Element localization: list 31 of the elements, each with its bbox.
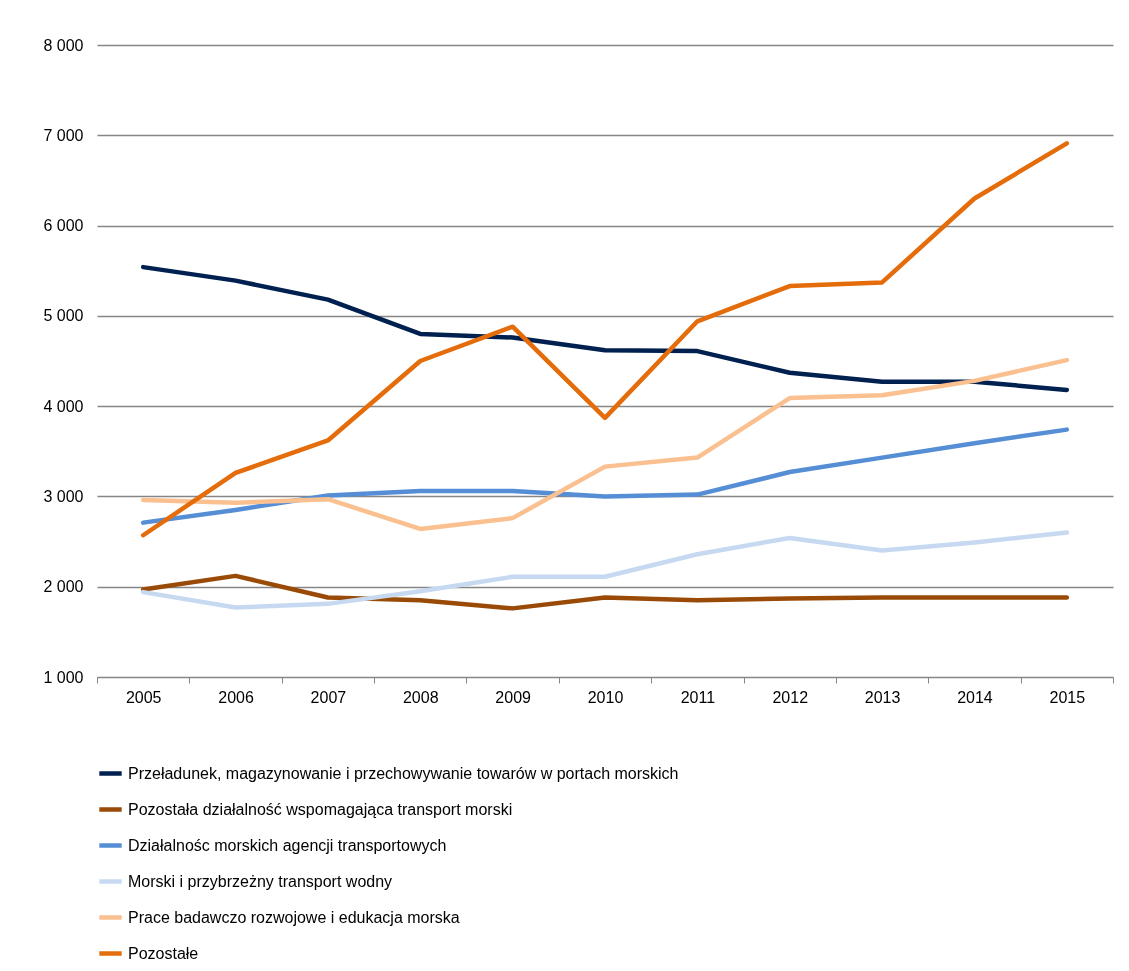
x-tick-label: 2006: [218, 688, 254, 706]
line-series: [140, 573, 1070, 611]
x-tick-label: 2007: [310, 688, 347, 706]
x-tick-label: 2012: [772, 688, 809, 706]
x-tick-label: 2008: [402, 688, 439, 706]
x-tick-label: 2009: [495, 688, 532, 706]
y-tick-label: 7 000: [43, 126, 84, 144]
y-tick-label: 6 000: [43, 217, 84, 235]
y-tick-label: 3 000: [43, 487, 84, 505]
legend-label: Prace badawczo rozwojowe i edukacja morska: [128, 908, 460, 926]
legend-label: Pozostała działalność wspomagająca transport morski: [128, 800, 513, 818]
line-series: [140, 530, 1070, 610]
line-series: [140, 427, 1070, 525]
x-tick-label: 2015: [1049, 688, 1086, 706]
legend-label: Pozostałe: [128, 944, 199, 962]
line-series: [140, 141, 1070, 538]
y-tick-label: 4 000: [43, 397, 84, 415]
x-tick-label: 2010: [587, 688, 624, 706]
y-tick-label: 8 000: [43, 36, 84, 54]
y-tick-label: 5 000: [43, 307, 84, 325]
line-series: [140, 357, 1070, 532]
y-tick-label: 1 000: [43, 668, 84, 686]
legend-label: Przeładunek, magazynowanie i przechowywanie towarów w portach morskich: [128, 764, 679, 782]
x-tick-label: 2014: [957, 688, 993, 706]
x-tick-label: 2005: [125, 688, 162, 706]
legend-label: Działalnośc morskich agencji transportowych: [128, 836, 447, 854]
x-tick-label: 2011: [680, 688, 716, 706]
x-tick-label: 2013: [864, 688, 901, 706]
legend-label: Morski i przybrzeżny transport wodny: [128, 872, 393, 890]
y-tick-label: 2 000: [43, 578, 84, 596]
line-series: [140, 264, 1070, 393]
